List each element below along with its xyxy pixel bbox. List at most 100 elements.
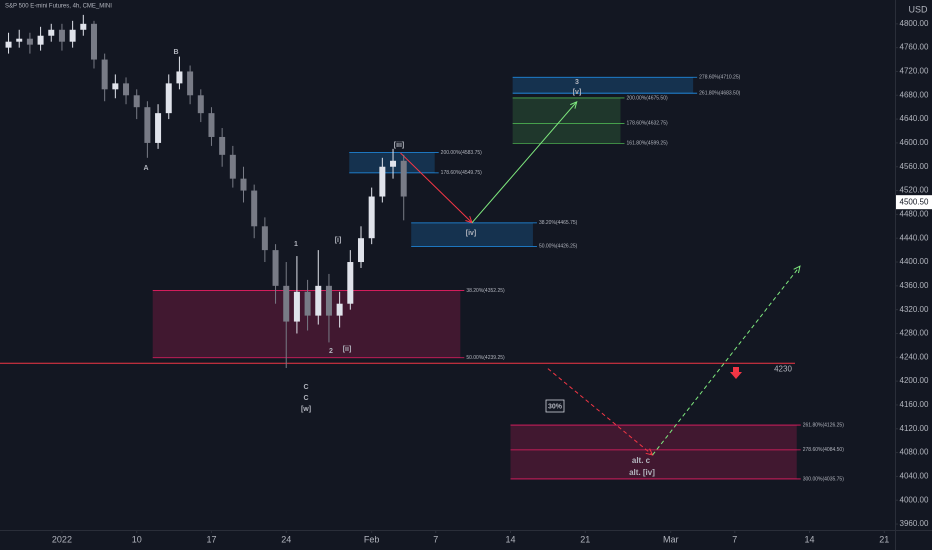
candle-body [165, 83, 172, 114]
fib-label: 161.80%(4599.25) [627, 141, 668, 147]
wave-label: alt. [iv] [629, 468, 655, 477]
projection-arrow [547, 368, 653, 456]
candle-body [390, 160, 397, 167]
wave-label: C [303, 384, 308, 391]
candle-body [240, 178, 247, 191]
zone [512, 77, 694, 94]
candle-body [251, 190, 258, 227]
candle-body [176, 71, 183, 84]
projection-arrow [652, 265, 801, 456]
y-tick-label: 4320.00 [900, 305, 929, 314]
candle-body [325, 285, 332, 316]
candle-body [208, 113, 215, 137]
wave-label: B [173, 49, 178, 56]
y-tick-label: 4280.00 [900, 329, 929, 338]
fib-label: 300.00%(4035.75) [803, 476, 844, 482]
candle-body [272, 250, 279, 286]
candle-body [26, 38, 33, 45]
x-tick-label: 7 [732, 534, 737, 544]
fib-label: 261.80%(4126.25) [803, 422, 844, 428]
zone [411, 222, 533, 247]
candle-body [37, 35, 44, 45]
candle-body [58, 29, 65, 42]
candle-body [123, 83, 130, 96]
zone [510, 425, 797, 479]
fib-label: 178.60%(4549.75) [441, 170, 482, 176]
fib-label: 200.00%(4583.75) [441, 150, 482, 156]
x-tick-label: 10 [132, 534, 142, 544]
wave-label: 2 [329, 348, 333, 355]
candle-body [368, 196, 375, 239]
fib-label: 200.00%(4675.50) [627, 95, 668, 101]
y-tick-label: 4720.00 [900, 67, 929, 76]
fib-label: 50.00%(4426.25) [539, 244, 578, 250]
x-tick-label: Mar [663, 534, 679, 544]
x-tick-label: 14 [506, 534, 516, 544]
y-tick-label: 4360.00 [900, 281, 929, 290]
fib-label: 38.20%(4465.75) [539, 220, 578, 226]
candle-body [48, 29, 55, 36]
wave-label: [iii] [394, 142, 405, 149]
x-tick-label: 21 [879, 534, 889, 544]
level-label: 4230 [774, 364, 792, 373]
y-tick-label: 4800.00 [900, 19, 929, 28]
wave-label: [w] [301, 406, 311, 413]
y-tick-label: 4200.00 [900, 376, 929, 385]
x-tick-label: Feb [364, 534, 380, 544]
zone [512, 97, 621, 144]
y-tick-label: 4480.00 [900, 209, 929, 218]
candle-body [293, 291, 300, 322]
currency: USD [908, 4, 928, 14]
x-tick-label: 17 [206, 534, 216, 544]
y-tick-label: 4440.00 [900, 233, 929, 242]
projection-arrow [471, 101, 578, 224]
candle-body [197, 95, 204, 114]
x-tick-label: 2022 [52, 534, 72, 544]
candle-body [133, 95, 140, 108]
candle-body [155, 113, 162, 143]
wave-label: 3 [575, 79, 579, 86]
y-tick-label: 4120.00 [900, 424, 929, 433]
y-tick-label: 3960.00 [900, 519, 929, 528]
candle-body [101, 59, 108, 90]
candle-body [112, 83, 119, 90]
last-price-label: 4500.50 [900, 197, 929, 206]
candle-body [80, 23, 87, 30]
arrow-head [570, 100, 578, 109]
candle-body [90, 23, 97, 60]
wave-label: 1 [294, 241, 298, 248]
candle-body [219, 136, 226, 155]
wave-label: A [143, 165, 148, 172]
fib-label: 178.60%(4632.75) [627, 121, 668, 127]
candle-body [144, 107, 151, 143]
fib-label: 50.00%(4239.25) [466, 355, 505, 361]
x-tick-label: 21 [580, 534, 590, 544]
wave-label: [i] [335, 237, 342, 244]
candle-body [69, 29, 76, 42]
x-tick-label: 7 [433, 534, 438, 544]
y-tick-label: 4400.00 [900, 257, 929, 266]
down-arrow-icon [730, 367, 742, 379]
candle-body [336, 303, 343, 316]
wave-label: [ii] [343, 346, 352, 353]
candle-body [347, 262, 354, 304]
chart-title: S&P 500 E-mini Futures, 4h, CME_MINI [5, 4, 112, 10]
percent-badge-box [545, 399, 565, 413]
wave-label: alt. c [632, 456, 651, 465]
y-tick-label: 4040.00 [900, 472, 929, 481]
y-tick-label: 4680.00 [900, 90, 929, 99]
fib-label: 261.80%(4683.50) [699, 91, 740, 97]
candle-body [379, 166, 386, 197]
y-tick-label: 4640.00 [900, 114, 929, 123]
arrow-head [465, 215, 473, 224]
candle-body [16, 38, 23, 42]
candle-body [261, 226, 268, 251]
percent-badge: 30% [548, 403, 563, 410]
projection-arrow [400, 152, 473, 224]
candle-body [400, 160, 407, 197]
candle-body [283, 285, 290, 322]
wave-label: C [303, 395, 308, 402]
